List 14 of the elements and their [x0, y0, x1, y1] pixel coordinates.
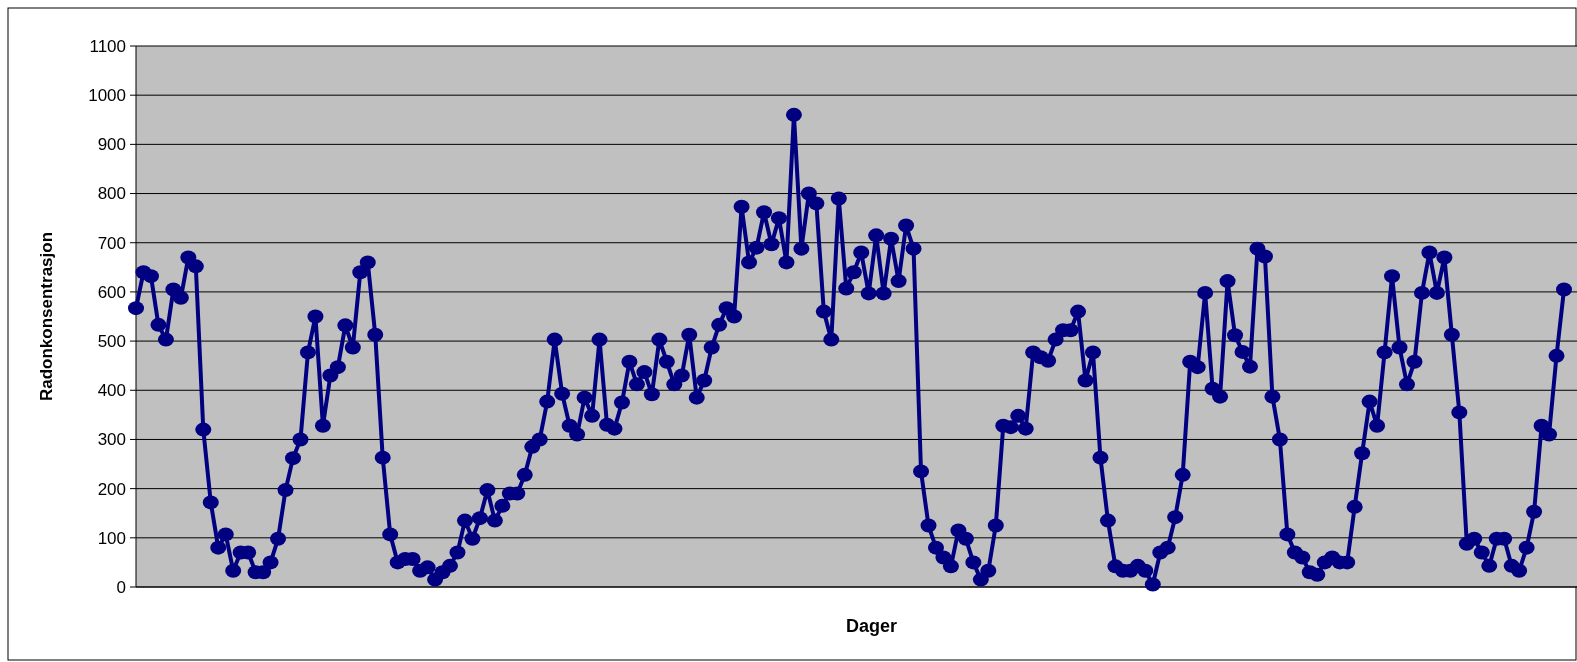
y-tick-label: 500 — [97, 332, 126, 352]
y-tick-label: 100 — [97, 528, 126, 548]
y-tick-label: 1100 — [89, 36, 126, 56]
y-axis-title: Radonkonsentrasjon — [37, 231, 56, 402]
y-tick-label: 300 — [97, 430, 126, 450]
x-axis-title: Dager — [845, 616, 898, 636]
y-tick-label: 200 — [97, 479, 126, 499]
y-tick-label: 400 — [97, 381, 126, 401]
y-tick-label: 700 — [97, 233, 126, 253]
y-tick-label: 900 — [97, 135, 126, 155]
y-tick-label: 0 — [116, 577, 126, 597]
y-tick-label: 800 — [97, 184, 126, 204]
y-tick-label: 1000 — [88, 86, 126, 106]
y-tick-label: 600 — [97, 282, 126, 302]
